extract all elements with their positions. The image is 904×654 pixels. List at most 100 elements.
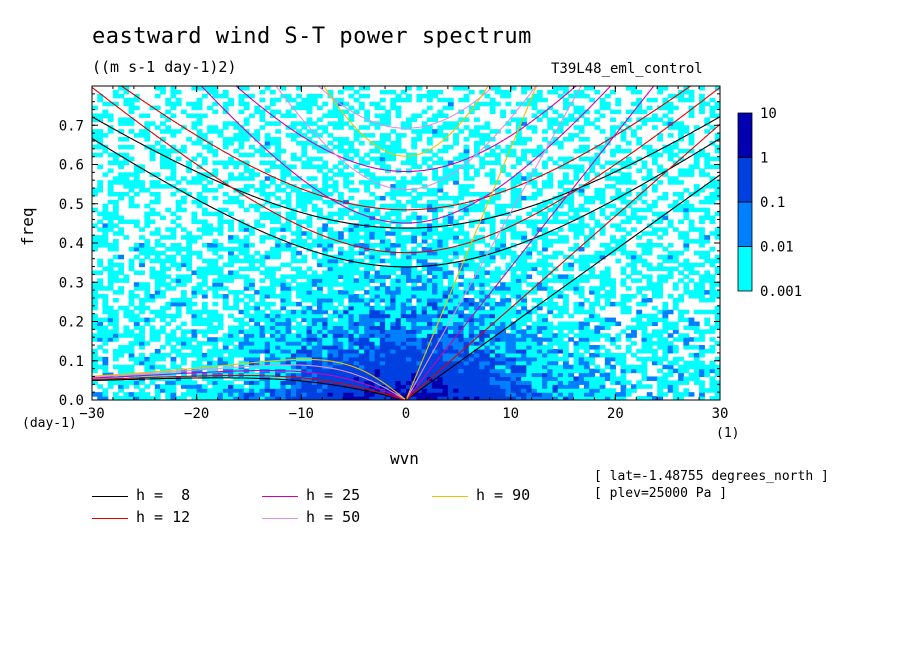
power-cell bbox=[222, 207, 229, 213]
power-cell bbox=[228, 392, 234, 397]
power-cell bbox=[280, 305, 287, 311]
power-cell bbox=[589, 313, 595, 319]
power-cell bbox=[358, 313, 365, 319]
power-cell bbox=[254, 341, 261, 346]
power-cell bbox=[589, 274, 595, 279]
power-cell bbox=[557, 384, 564, 389]
power-cell bbox=[285, 172, 292, 177]
power-cell bbox=[515, 137, 522, 142]
power-cell bbox=[411, 333, 418, 338]
power-cell bbox=[573, 211, 580, 217]
power-cell bbox=[458, 129, 465, 134]
power-cell bbox=[222, 144, 229, 150]
power-cell bbox=[604, 317, 611, 323]
power-cell bbox=[536, 211, 543, 217]
power-cell bbox=[285, 97, 292, 103]
power-cell bbox=[311, 243, 318, 248]
power-cell bbox=[107, 113, 114, 118]
power-cell bbox=[479, 360, 486, 366]
power-cell bbox=[526, 86, 533, 91]
power-cell bbox=[411, 345, 418, 350]
power-cell bbox=[102, 243, 109, 248]
power-cell bbox=[385, 388, 391, 393]
power-cell bbox=[201, 294, 208, 299]
power-cell bbox=[536, 396, 543, 400]
power-cell bbox=[186, 305, 193, 311]
power-cell bbox=[228, 360, 234, 366]
power-cell bbox=[536, 376, 543, 381]
power-cell bbox=[583, 93, 590, 99]
power-cell bbox=[191, 250, 198, 256]
power-cell bbox=[369, 203, 376, 209]
power-cell bbox=[191, 235, 198, 240]
power-cell bbox=[432, 113, 438, 118]
power-cell bbox=[536, 262, 543, 268]
power-cell bbox=[154, 211, 161, 217]
power-cell bbox=[406, 121, 412, 126]
power-cell bbox=[447, 313, 454, 319]
power-cell bbox=[442, 388, 449, 393]
power-cell bbox=[385, 231, 391, 236]
power-cell bbox=[515, 258, 522, 264]
power-cell bbox=[280, 313, 287, 319]
power-cell bbox=[275, 211, 281, 217]
power-cell bbox=[573, 360, 580, 366]
power-cell bbox=[385, 305, 391, 311]
power-cell bbox=[432, 199, 438, 205]
power-cell bbox=[484, 356, 491, 362]
power-cell bbox=[500, 243, 507, 248]
power-cell bbox=[123, 392, 130, 397]
power-cell bbox=[547, 262, 554, 268]
power-cell bbox=[610, 250, 616, 256]
power-cell bbox=[280, 325, 287, 330]
power-cell bbox=[453, 172, 459, 177]
power-cell bbox=[437, 348, 444, 354]
power-cell bbox=[494, 246, 501, 252]
power-cell bbox=[568, 380, 575, 385]
power-cell bbox=[254, 329, 261, 334]
power-cell bbox=[594, 352, 601, 358]
power-cell bbox=[521, 368, 527, 374]
power-cell bbox=[573, 207, 580, 213]
power-cell bbox=[317, 274, 323, 279]
power-cell bbox=[411, 246, 418, 252]
power-cell bbox=[133, 246, 140, 252]
power-cell bbox=[536, 227, 543, 232]
power-cell bbox=[568, 203, 575, 209]
power-cell bbox=[128, 195, 135, 201]
power-cell bbox=[118, 380, 124, 385]
power-cell bbox=[610, 321, 616, 327]
power-cell bbox=[542, 345, 548, 350]
power-cell bbox=[102, 294, 109, 299]
power-cell bbox=[160, 309, 166, 315]
power-cell bbox=[400, 313, 407, 319]
power-cell bbox=[536, 282, 543, 287]
power-cell bbox=[594, 152, 601, 158]
power-cell bbox=[275, 321, 281, 327]
power-cell bbox=[348, 356, 355, 362]
power-cell bbox=[604, 360, 611, 366]
power-cell bbox=[474, 168, 480, 173]
power-cell bbox=[573, 215, 580, 221]
power-cell bbox=[604, 392, 611, 397]
power-cell bbox=[400, 246, 407, 252]
power-cell bbox=[102, 356, 109, 362]
power-cell bbox=[395, 329, 402, 334]
power-cell bbox=[563, 160, 569, 166]
power-cell bbox=[437, 317, 444, 323]
power-cell bbox=[390, 356, 397, 362]
power-cell bbox=[222, 219, 229, 224]
power-cell bbox=[322, 345, 329, 350]
power-cell bbox=[264, 250, 271, 256]
power-cell bbox=[489, 317, 496, 323]
power-cell bbox=[233, 348, 240, 354]
power-cell bbox=[364, 172, 370, 177]
power-cell bbox=[301, 329, 308, 334]
power-cell bbox=[468, 250, 475, 256]
power-cell bbox=[123, 97, 130, 103]
power-cell bbox=[489, 101, 496, 107]
power-cell bbox=[296, 376, 302, 381]
power-cell bbox=[222, 388, 229, 393]
power-cell bbox=[615, 345, 622, 350]
power-cell bbox=[395, 105, 402, 111]
